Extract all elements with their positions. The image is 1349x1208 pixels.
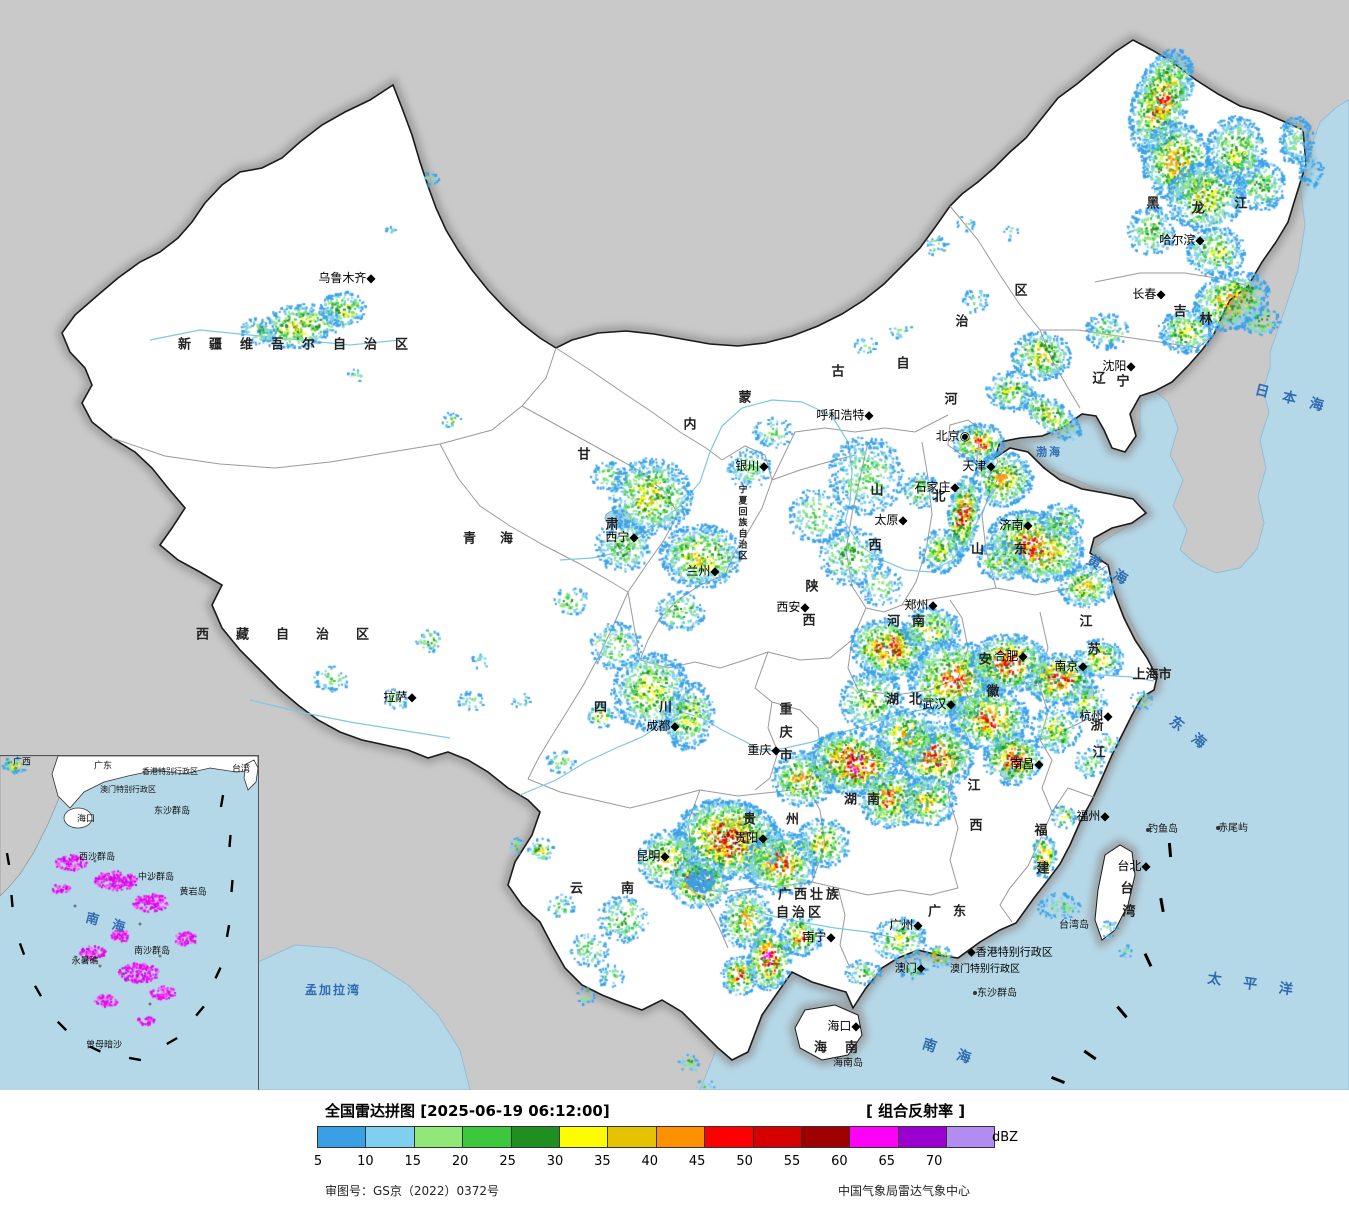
legend-color-cell [800, 1126, 851, 1148]
legend-color-cell [897, 1126, 948, 1148]
legend-color-cell [510, 1126, 560, 1148]
legend-tick-label: 45 [688, 1154, 706, 1169]
legend-tick-label: 70 [925, 1154, 943, 1169]
china-radar-map: 新疆维吾尔自治区 西藏自治区 青海甘肃内蒙古自治区宁夏回族自治区陕西山西河北山东 河南… [0, 0, 1349, 1090]
legend-unit: dBZ [992, 1130, 1019, 1145]
product-name: [ 组合反射率 ] [866, 1102, 966, 1120]
legend-tick-label: 5 [313, 1154, 323, 1169]
radar-echo-canvas [0, 0, 1349, 1090]
legend-tick-label: 60 [831, 1154, 848, 1169]
legend-color-cell [558, 1126, 609, 1148]
legend-color-cell [413, 1126, 464, 1148]
legend-tick-label: 30 [546, 1154, 564, 1169]
legend-tick-label: 40 [641, 1154, 659, 1169]
legend-color-cell [752, 1126, 802, 1148]
legend-tick-label: 65 [878, 1154, 896, 1169]
legend-color-cell [607, 1126, 657, 1148]
legend-color-cell [655, 1126, 706, 1148]
legend-tick-label: 55 [783, 1154, 801, 1169]
legend-color-cell [946, 1126, 996, 1148]
legend-tick-label: 25 [499, 1154, 516, 1169]
legend-color-cell [849, 1126, 899, 1148]
legend-color-cell [317, 1126, 367, 1148]
legend-colorbar [317, 1126, 996, 1148]
legend-tick-label: 35 [594, 1154, 611, 1169]
legend-tick-label: 10 [357, 1154, 374, 1169]
legend-tick-label: 15 [404, 1154, 422, 1169]
map-title: 全国雷达拼图 [2025-06-19 06:12:00] [325, 1102, 610, 1120]
legend-color-cell [365, 1126, 415, 1148]
legend-panel: 全国雷达拼图 [2025-06-19 06:12:00] [ 组合反射率 ] d… [0, 1090, 1349, 1208]
data-source: 中国气象局雷达气象中心 [838, 1184, 971, 1198]
map-approval-number: 审图号：GS京（2022）0372号 [325, 1184, 499, 1198]
legend-color-cell [462, 1126, 512, 1148]
legend-tick-label: 20 [451, 1154, 469, 1169]
legend-tick-label: 50 [736, 1154, 753, 1169]
legend-color-cell [704, 1126, 754, 1148]
